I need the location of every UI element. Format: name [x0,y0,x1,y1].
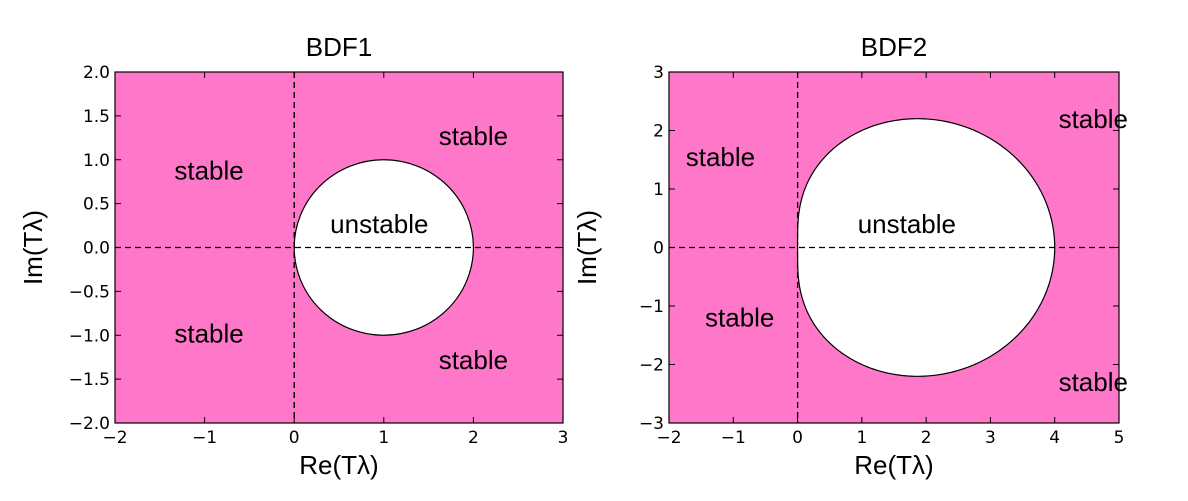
y-tick-label: −0.5 [69,282,110,302]
x-tick-label: 5 [1114,428,1125,448]
y-tick-label: 0.5 [83,195,110,215]
stable-label: stable [439,121,508,151]
x-tick-label: 1 [378,428,389,448]
x-tick-label: −1 [192,428,217,448]
x-tick-label: 4 [1049,428,1060,448]
y-axis-label: Im(Tλ) [18,210,48,285]
y-tick-label: −2 [639,356,664,376]
y-tick-label: 0.0 [83,239,110,259]
y-tick-label: −1.5 [69,370,110,390]
chart-title: BDF1 [306,32,372,62]
stable-label: stable [174,155,243,185]
y-tick-label: 3 [653,63,664,83]
x-tick-label: −2 [102,428,127,448]
y-tick-label: −1.0 [69,326,110,346]
x-axis-label: Re(Tλ) [299,450,378,480]
stable-label: stable [705,303,774,333]
x-tick-label: 3 [985,428,996,448]
unstable-label: unstable [330,209,428,239]
chart-title: BDF2 [861,32,927,62]
y-tick-label: 1.0 [83,151,110,171]
x-tick-label: 0 [289,428,300,448]
bdf1-chart: −2 −1 0 1 2 3 −2.0 −1.5 −1.0 −0.5 0.0 0.5 1.0 1.5 2.0 s… [18,32,568,480]
x-axis-label: Re(Tλ) [854,450,933,480]
stable-label: stable [1059,367,1128,397]
bdf2-chart: −2 −1 0 1 2 3 4 5−3−2−10123stablestableunstable… [572,32,1128,480]
y-tick-label: −3 [639,414,664,434]
y-tick-label: 2.0 [83,63,110,83]
x-tick-label: 2 [921,428,932,448]
y-tick-label: −2.0 [69,414,110,434]
stable-label: stable [174,318,243,348]
x-tick-label: −1 [721,428,746,448]
x-tick-label: 2 [468,428,479,448]
stable-label: stable [1059,104,1128,134]
x-tick-label: 3 [558,428,569,448]
unstable-label: unstable [858,209,956,239]
y-tick-label: 2 [653,122,664,142]
y-tick-label: 1 [653,180,664,200]
y-tick-label: −1 [639,297,664,317]
stable-label: stable [439,345,508,375]
x-tick-label: 1 [856,428,867,448]
x-tick-label: −2 [656,428,681,448]
y-tick-label: 0 [653,239,664,259]
y-tick-label: 1.5 [83,107,110,127]
x-tick-label: 0 [792,428,803,448]
stable-label: stable [686,142,755,172]
y-axis-label: Im(Tλ) [572,210,602,285]
